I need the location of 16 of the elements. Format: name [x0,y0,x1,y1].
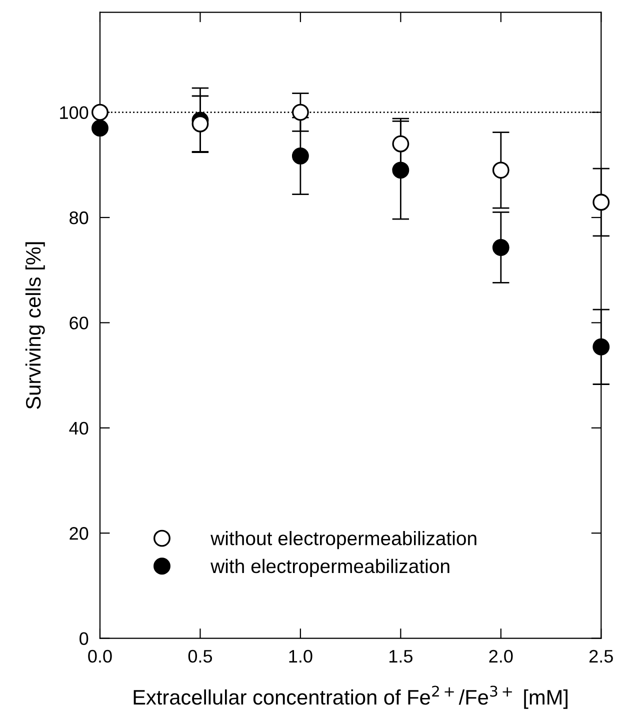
y-tick-label: 0 [80,632,88,646]
x-axis-title: Extracellular concentration of Fe$^{2+}$/Fe$^{3+}$ [mM] [134,686,568,709]
y-axis-title: Surviving cells [%] [25,242,45,409]
y-tick-label: 80 [70,211,88,224]
y-tick-label: 40 [69,422,88,435]
x-tick-label: 1.5 [389,650,412,663]
legend-label: without electropermeabilization [210,531,476,550]
x-tick-label: 0.0 [88,650,112,663]
x-tick-label: 2.5 [589,650,613,663]
legend-label: with electropermeabilization [210,558,450,577]
x-tick-label: 0.5 [188,650,212,663]
x-tick-label: 1.0 [289,650,312,663]
x-tick-label: 2.0 [489,650,513,663]
y-tick-label: 20 [70,527,88,540]
y-tick-label: 100 [60,106,88,120]
y-tick-label: 60 [70,316,88,330]
